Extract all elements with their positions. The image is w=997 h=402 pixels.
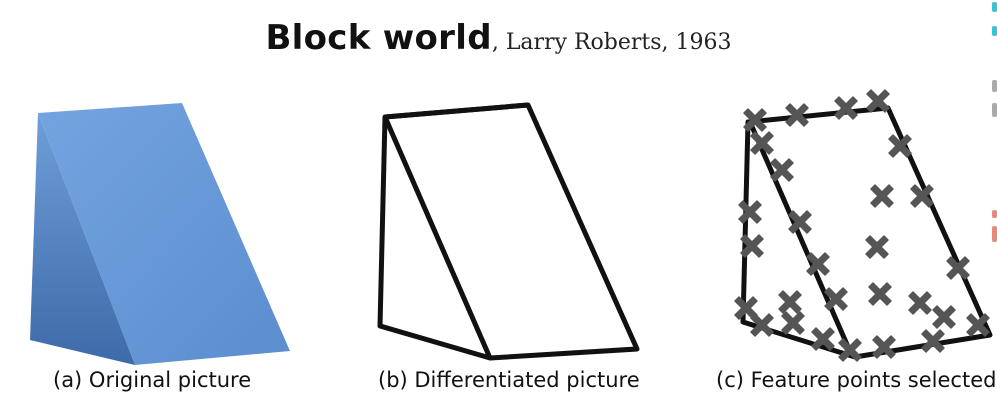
feature-point xyxy=(932,305,956,329)
feature-point xyxy=(770,158,794,182)
edge-fragment-red-2 xyxy=(992,226,997,242)
title-main: Block world xyxy=(265,18,492,58)
feature-point xyxy=(781,311,805,335)
wedge-front-face xyxy=(38,103,290,365)
feature-point xyxy=(834,96,858,120)
feature-point-markers xyxy=(734,89,990,362)
edge-fragment-gray xyxy=(992,80,997,92)
edge-fragment-gray-2 xyxy=(992,103,997,117)
edge-fragment-teal-2 xyxy=(992,26,997,36)
slide-title: Block world, Larry Roberts, 1963 xyxy=(0,18,997,58)
caption-original-picture: (a) Original picture xyxy=(53,368,252,392)
feature-edge-diagonal xyxy=(747,121,855,357)
feature-point xyxy=(908,291,932,315)
edge-fragment-teal xyxy=(992,2,997,12)
caption-feature-points: (c) Feature points selected xyxy=(716,368,997,392)
feature-point xyxy=(738,200,762,224)
feature-edge-outline xyxy=(740,105,993,360)
edge-fragment-red xyxy=(992,210,997,218)
feature-point xyxy=(868,282,892,306)
feature-point xyxy=(778,290,802,314)
edge-diagonal xyxy=(382,116,493,359)
feature-point xyxy=(870,184,894,208)
caption-differentiated-picture: (b) Differentiated picture xyxy=(378,368,640,392)
title-subtitle: , Larry Roberts, 1963 xyxy=(491,30,732,55)
edge-front-top xyxy=(384,102,529,120)
feature-point xyxy=(865,235,889,259)
wedge-side-face xyxy=(30,113,135,365)
